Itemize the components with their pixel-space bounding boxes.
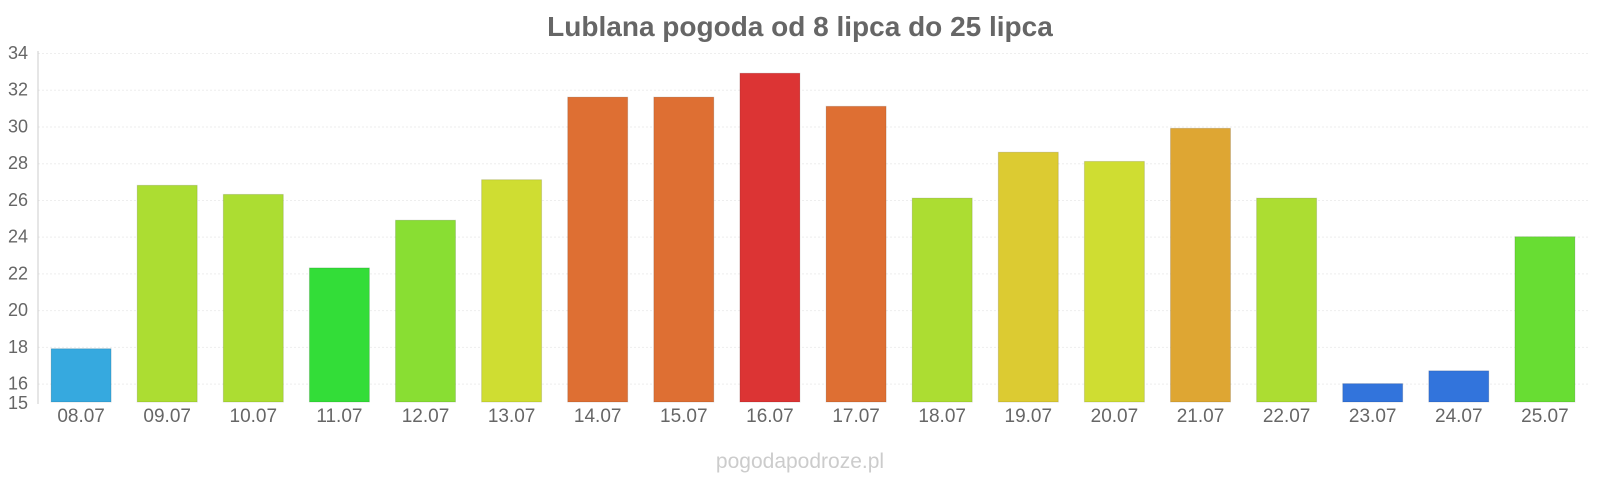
bar-20.07: [1083, 160, 1145, 403]
bar-09.07: [136, 184, 198, 403]
watermark: pogodapodroze.pl: [716, 450, 884, 473]
y-tick-label: 20: [8, 300, 28, 320]
x-tick-label: 17.07: [832, 406, 880, 427]
x-tick-label: 15.07: [660, 406, 708, 427]
bar-10.07: [222, 193, 284, 403]
x-tick-label: 14.07: [574, 406, 622, 427]
x-axis-labels: 08.07 09.07 10.07 11.07 12.07 13.07 14.07 15.07…: [57, 406, 1568, 427]
x-tick-label: 22.07: [1263, 406, 1311, 427]
x-tick-label: 25.07: [1521, 406, 1569, 427]
bar-23.07: [1342, 383, 1404, 403]
y-tick-label: 16: [8, 374, 28, 394]
y-tick-label: 24: [8, 227, 28, 247]
x-tick-label: 18.07: [918, 406, 966, 427]
x-tick-label: 23.07: [1349, 406, 1397, 427]
bar-17.07: [825, 105, 887, 403]
bar-18.07: [911, 197, 973, 403]
bar-15.07: [653, 96, 715, 403]
bar-16.07: [739, 72, 801, 403]
bar-12.07: [395, 219, 456, 403]
y-tick-label: 22: [8, 263, 28, 283]
y-tick-label: 34: [8, 43, 28, 63]
y-tick-label: 26: [8, 190, 28, 210]
y-tick-label: 15: [8, 393, 28, 413]
y-tick-label: 30: [8, 116, 28, 136]
x-tick-label: 16.07: [746, 406, 794, 427]
x-tick-label: 24.07: [1435, 406, 1483, 427]
bar-25.07: [1514, 236, 1576, 403]
x-tick-label: 09.07: [143, 406, 191, 427]
bar-13.07: [481, 179, 543, 403]
bar-14.07: [567, 96, 629, 403]
x-tick-label: 13.07: [488, 406, 536, 427]
x-tick-label: 10.07: [230, 406, 278, 427]
bar-22.07: [1256, 197, 1318, 403]
y-tick-label: 32: [8, 80, 28, 100]
chart-title: Lublana pogoda od 8 lipca do 25 lipca: [547, 11, 1053, 42]
y-tick-label: 28: [8, 153, 28, 173]
x-tick-label: 19.07: [1005, 406, 1053, 427]
bar-11.07: [308, 267, 370, 403]
bar-21.07: [1170, 127, 1231, 403]
bar-19.07: [997, 151, 1059, 403]
x-tick-label: 20.07: [1091, 406, 1139, 427]
bars: [50, 72, 1576, 403]
x-tick-label: 11.07: [316, 406, 362, 427]
x-tick-label: 08.07: [57, 406, 105, 427]
y-tick-label: 18: [8, 337, 28, 357]
bar-08.07: [50, 348, 112, 403]
x-tick-label: 12.07: [402, 406, 450, 427]
bar-24.07: [1428, 370, 1490, 403]
x-tick-label: 21.07: [1177, 406, 1225, 427]
